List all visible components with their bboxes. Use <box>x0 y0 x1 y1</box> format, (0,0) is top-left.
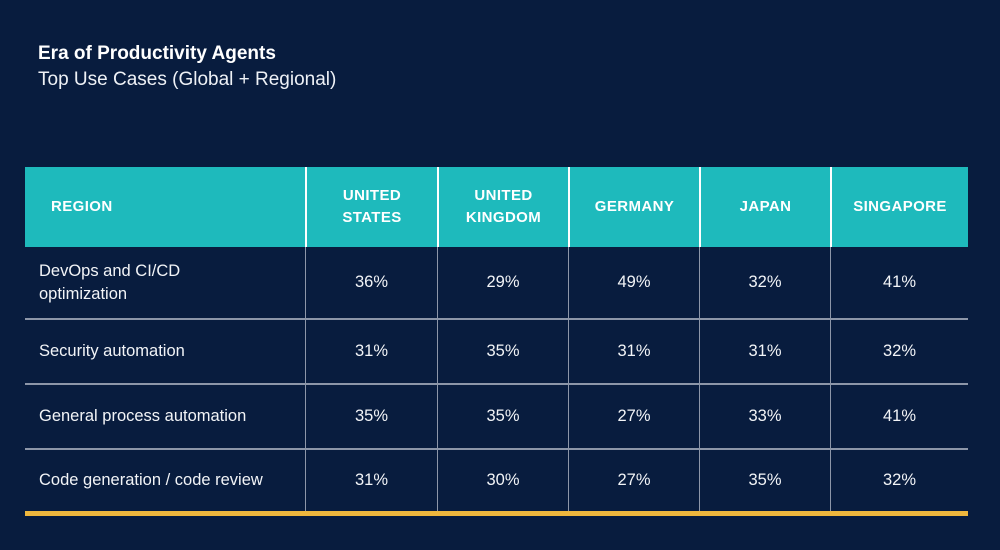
value-cell: 32% <box>699 247 830 318</box>
value-cell: 49% <box>568 247 699 318</box>
value-cell: 33% <box>699 385 830 448</box>
value-cell: 32% <box>830 320 968 383</box>
table-row: Security automation 31% 35% 31% 31% 32% <box>25 320 968 385</box>
column-header-united-states: UNITED STATES <box>305 167 437 247</box>
value-cell: 35% <box>437 320 568 383</box>
table-row: Code generation / code review 31% 30% 27… <box>25 450 968 511</box>
value-cell: 31% <box>305 320 437 383</box>
value-cell: 35% <box>699 450 830 511</box>
value-cell: 35% <box>305 385 437 448</box>
table-row: General process automation 35% 35% 27% 3… <box>25 385 968 450</box>
value-cell: 35% <box>437 385 568 448</box>
value-cell: 31% <box>568 320 699 383</box>
value-cell: 31% <box>699 320 830 383</box>
row-label: DevOps and CI/CD optimization <box>39 262 181 303</box>
value-cell: 30% <box>437 450 568 511</box>
value-cell: 27% <box>568 385 699 448</box>
row-label: General process automation <box>39 407 247 426</box>
column-header-region: REGION <box>51 198 113 216</box>
page-subtitle: Top Use Cases (Global + Regional) <box>38 68 337 90</box>
value-cell: 29% <box>437 247 568 318</box>
row-label: Security automation <box>39 342 185 361</box>
value-cell: 31% <box>305 450 437 511</box>
title-block: Era of Productivity Agents Top Use Cases… <box>38 42 336 92</box>
value-cell: 27% <box>568 450 699 511</box>
page-title: Era of Productivity Agents <box>38 43 276 64</box>
table-row: DevOps and CI/CD optimization 36% 29% 49… <box>25 247 968 320</box>
value-cell: 36% <box>305 247 437 318</box>
value-cell: 32% <box>830 450 968 511</box>
use-cases-table: REGION UNITED STATES UNITED KINGDOM GERM… <box>25 167 968 516</box>
row-label: Code generation / code review <box>39 471 263 490</box>
table-header-row: REGION UNITED STATES UNITED KINGDOM GERM… <box>25 167 968 247</box>
value-cell: 41% <box>830 247 968 318</box>
table-body: DevOps and CI/CD optimization 36% 29% 49… <box>25 247 968 511</box>
column-header-germany: GERMANY <box>568 167 699 247</box>
column-header-united-kingdom: UNITED KINGDOM <box>437 167 568 247</box>
value-cell: 41% <box>830 385 968 448</box>
accent-underline <box>25 511 968 516</box>
column-header-singapore: SINGAPORE <box>830 167 968 247</box>
column-header-japan: JAPAN <box>699 167 830 247</box>
